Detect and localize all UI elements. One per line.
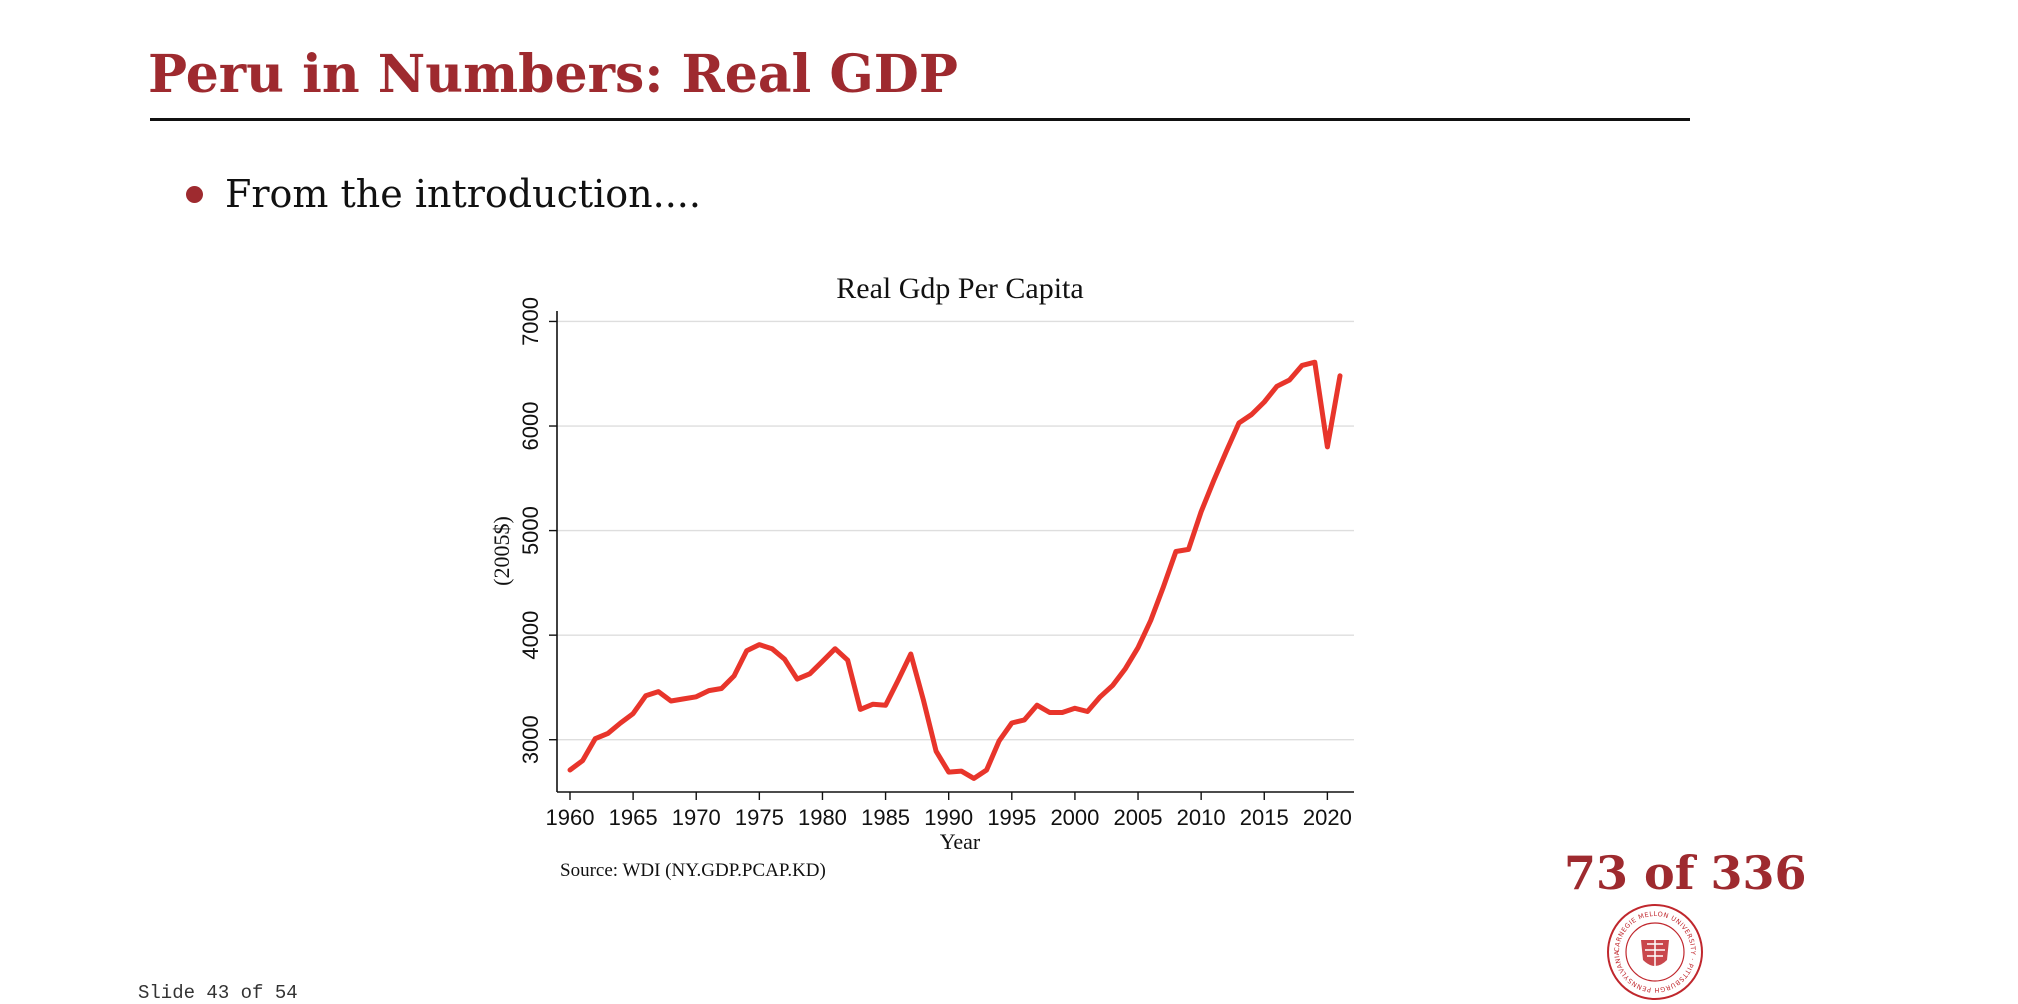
- gdp-line-chart: Real Gdp Per Capita 3000 4000 5000 6000 7000…: [489, 272, 1354, 854]
- x-tick-label: 1960: [546, 805, 595, 830]
- slide-title: Peru in Numbers: Real GDP: [148, 44, 958, 105]
- x-tick-label: 1970: [672, 805, 721, 830]
- x-tick-label: 2015: [1240, 805, 1289, 830]
- x-tick-label: 2020: [1303, 805, 1352, 830]
- gdp-series-line: [567, 359, 1343, 781]
- y-tick-label: 4000: [518, 611, 543, 660]
- y-axis-ticks: 3000 4000 5000 6000 7000: [518, 297, 557, 764]
- deck-slide-counter: Slide 43 of 54: [138, 982, 298, 1004]
- y-axis-label: (2005$): [489, 516, 514, 586]
- x-tick-label: 2010: [1177, 805, 1226, 830]
- y-tick-label: 7000: [518, 297, 543, 346]
- y-tick-label: 6000: [518, 402, 543, 451]
- x-tick-label: 2005: [1114, 805, 1163, 830]
- source-note: Source: WDI (NY.GDP.PCAP.KD): [560, 860, 826, 881]
- slide-counter: 73 of 336: [1564, 846, 1807, 900]
- bullet-item: From the introduction....: [186, 172, 701, 216]
- title-rule: [150, 118, 1690, 121]
- university-seal-icon: CARNEGIE MELLON UNIVERSITY · PITTSBURGH …: [1607, 904, 1703, 1000]
- x-tick-label: 1965: [609, 805, 658, 830]
- x-tick-label: 1990: [924, 805, 973, 830]
- chart-title: Real Gdp Per Capita: [836, 272, 1083, 305]
- x-tick-label: 1975: [735, 805, 784, 830]
- x-axis-ticks: 1960 1965 1970 1975 1980 1985 1990 1995 2000 2005…: [546, 792, 1352, 830]
- x-tick-label: 1985: [861, 805, 910, 830]
- x-tick-label: 1980: [798, 805, 847, 830]
- x-axis-label: Year: [940, 829, 981, 854]
- y-tick-label: 3000: [518, 715, 543, 764]
- x-tick-label: 2000: [1050, 805, 1099, 830]
- x-tick-label: 1995: [987, 805, 1036, 830]
- bullet-text: From the introduction....: [225, 172, 701, 216]
- y-tick-label: 5000: [518, 506, 543, 555]
- bullet-dot-icon: [186, 185, 203, 203]
- chart-gridlines: [557, 320, 1354, 741]
